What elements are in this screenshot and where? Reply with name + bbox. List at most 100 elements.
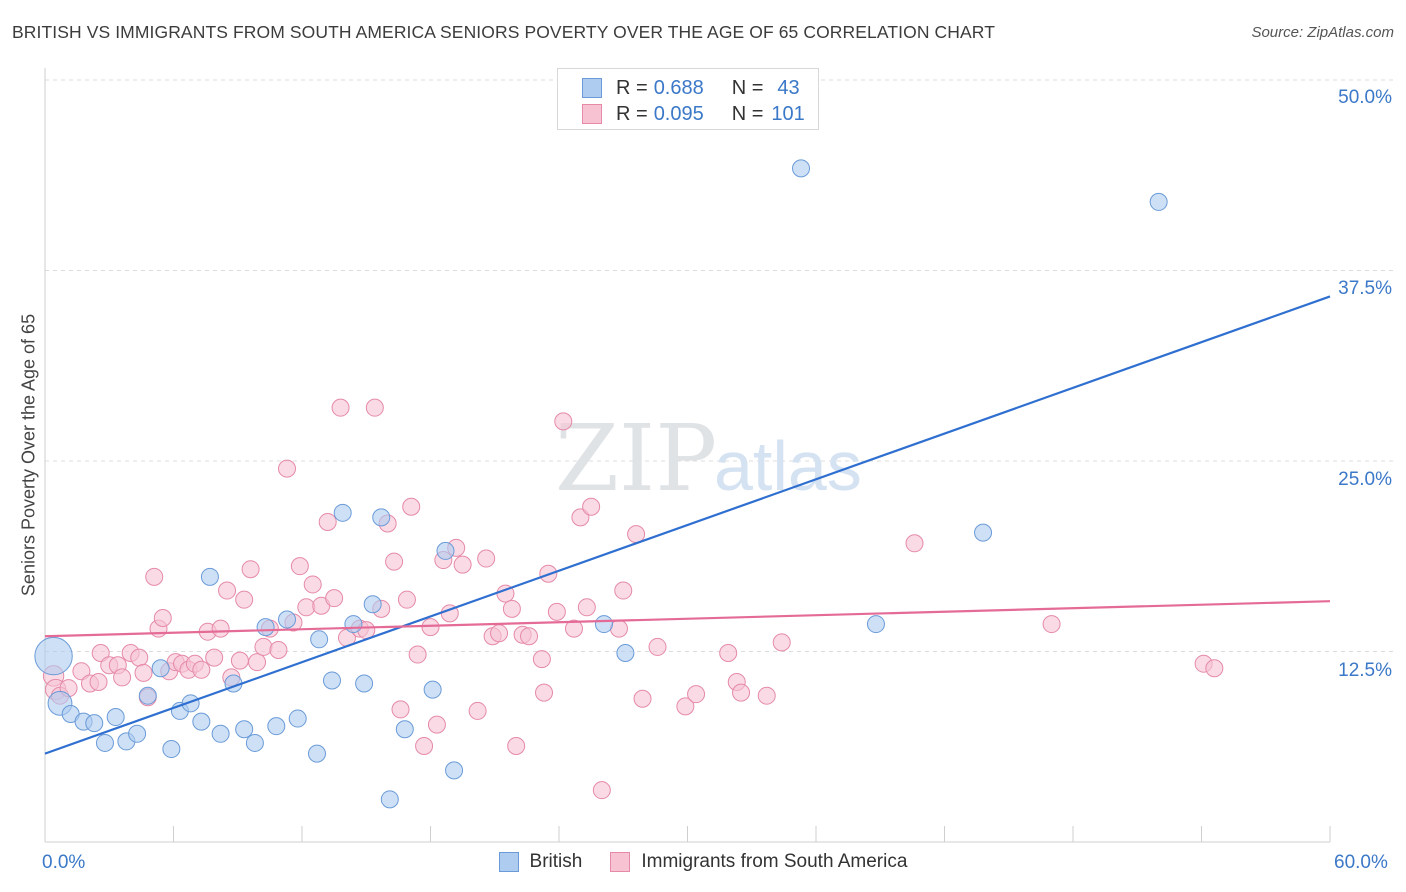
series-legend: British Immigrants from South America bbox=[0, 851, 1406, 873]
british-point bbox=[1149, 192, 1168, 211]
immigrants-point bbox=[153, 608, 172, 627]
immigrants-point bbox=[130, 648, 149, 667]
british-point bbox=[106, 708, 125, 727]
immigrants-point bbox=[609, 619, 628, 638]
british-point bbox=[355, 674, 374, 693]
british-point bbox=[395, 720, 414, 739]
n-value-british: 43 bbox=[777, 76, 800, 99]
british-point bbox=[594, 615, 613, 634]
immigrants-point bbox=[719, 644, 738, 663]
immigrants-point bbox=[592, 781, 611, 800]
n-value-immigrants: 101 bbox=[771, 102, 805, 125]
immigrants-point bbox=[633, 689, 652, 708]
immigrants-point bbox=[415, 736, 434, 755]
immigrants-point bbox=[453, 555, 472, 574]
immigrants-point bbox=[577, 598, 596, 617]
british-point bbox=[138, 686, 157, 705]
source-credit: Source: ZipAtlas.com bbox=[1251, 24, 1394, 41]
r-value-immigrants: 0.095 bbox=[653, 102, 704, 125]
immigrants-point bbox=[241, 560, 260, 579]
watermark-zip: ZIP bbox=[555, 405, 717, 512]
immigrants-point bbox=[477, 549, 496, 568]
british-point bbox=[192, 712, 211, 731]
british-point bbox=[974, 523, 993, 542]
immigrants-point bbox=[297, 598, 316, 617]
immigrants-swatch bbox=[610, 852, 631, 872]
legend-item-british[interactable]: British bbox=[498, 851, 583, 873]
r-label: R = bbox=[616, 102, 648, 125]
immigrants-point bbox=[72, 662, 91, 681]
n-label: N = bbox=[731, 76, 764, 99]
immigrants-point bbox=[614, 581, 633, 600]
immigrants-point bbox=[564, 619, 583, 638]
immigrants-point bbox=[1205, 659, 1224, 678]
immigrants-point bbox=[192, 660, 211, 679]
immigrants-point bbox=[468, 701, 487, 720]
british-point bbox=[34, 636, 73, 676]
y-tick-label: 25.0% bbox=[1338, 469, 1392, 490]
british-point bbox=[423, 680, 442, 699]
immigrants-point bbox=[408, 645, 427, 664]
british-point bbox=[445, 761, 464, 780]
y-tick-label: 50.0% bbox=[1338, 87, 1392, 108]
immigrants-point bbox=[582, 497, 601, 516]
immigrants-point bbox=[397, 590, 416, 609]
immigrants-point bbox=[134, 663, 153, 682]
legend-label-british: British bbox=[529, 851, 583, 872]
british-point bbox=[151, 659, 170, 678]
immigrants-point bbox=[648, 637, 667, 656]
immigrants-point bbox=[772, 633, 791, 652]
legend-row-immigrants: R = 0.095 N = 101 bbox=[582, 101, 805, 127]
immigrants-point bbox=[676, 697, 695, 716]
immigrants-point bbox=[385, 552, 404, 571]
immigrants-point bbox=[535, 683, 554, 702]
legend-label-immigrants: Immigrants from South America bbox=[641, 851, 908, 872]
british-point bbox=[344, 615, 363, 634]
immigrants-point bbox=[421, 618, 440, 637]
immigrants-point bbox=[490, 624, 509, 643]
british-point bbox=[95, 733, 114, 752]
r-label: R = bbox=[616, 76, 648, 99]
y-tick-label: 12.5% bbox=[1338, 660, 1392, 681]
x-tick-label-max: 60.0% bbox=[1334, 852, 1388, 873]
immigrants-point bbox=[89, 672, 108, 691]
british-point bbox=[181, 694, 200, 713]
british-point bbox=[200, 567, 219, 586]
immigrants-point bbox=[145, 567, 164, 586]
british-trend-line bbox=[44, 295, 1331, 755]
british-point bbox=[310, 630, 329, 649]
immigrants-point bbox=[427, 715, 446, 734]
immigrants-point bbox=[391, 700, 410, 719]
immigrants-point bbox=[235, 590, 254, 609]
british-point bbox=[436, 541, 455, 560]
immigrants-point bbox=[211, 619, 230, 638]
british-point bbox=[128, 724, 147, 743]
british-point bbox=[211, 724, 230, 743]
immigrants-point bbox=[248, 653, 267, 672]
immigrants-point bbox=[331, 398, 350, 417]
immigrants-point bbox=[325, 589, 344, 608]
correlation-legend: R = 0.688 N = 43 R = 0.095 N = 101 bbox=[557, 68, 819, 130]
british-point bbox=[235, 720, 254, 739]
legend-item-immigrants[interactable]: Immigrants from South America bbox=[610, 851, 907, 873]
british-point bbox=[162, 740, 181, 759]
immigrants-point bbox=[254, 637, 273, 656]
immigrants-point bbox=[91, 644, 110, 663]
y-axis-title: Seniors Poverty Over the Age of 65 bbox=[18, 313, 39, 597]
british-point bbox=[85, 714, 104, 733]
immigrants-point bbox=[554, 412, 573, 431]
british-point bbox=[322, 671, 341, 690]
british-swatch bbox=[582, 78, 602, 98]
immigrants-point bbox=[218, 581, 237, 600]
immigrants-point bbox=[269, 640, 288, 659]
immigrants-point bbox=[230, 651, 249, 670]
immigrants-point bbox=[547, 602, 566, 621]
british-point bbox=[792, 159, 811, 178]
y-tick-label: 37.5% bbox=[1338, 278, 1392, 299]
immigrants-point bbox=[1042, 615, 1061, 634]
immigrants-point bbox=[571, 508, 590, 527]
watermark-atlas: atlas bbox=[714, 427, 862, 505]
immigrants-point bbox=[757, 686, 776, 705]
r-value-british: 0.688 bbox=[653, 76, 704, 99]
british-point bbox=[363, 595, 382, 614]
